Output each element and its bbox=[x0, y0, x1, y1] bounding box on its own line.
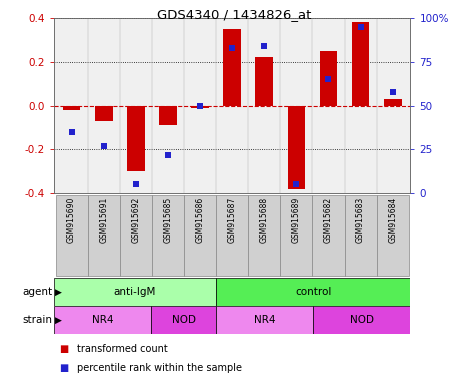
Text: GSM915685: GSM915685 bbox=[163, 197, 173, 243]
Bar bbox=[127, 106, 144, 171]
Point bbox=[293, 181, 300, 187]
Bar bbox=[248, 195, 280, 276]
Point bbox=[228, 45, 236, 51]
Bar bbox=[216, 278, 410, 306]
Text: GSM915687: GSM915687 bbox=[227, 197, 237, 243]
Point bbox=[389, 89, 396, 95]
Point bbox=[325, 76, 332, 83]
Text: control: control bbox=[295, 287, 332, 297]
Text: GSM915690: GSM915690 bbox=[67, 197, 76, 243]
Text: GSM915688: GSM915688 bbox=[260, 197, 269, 243]
Bar bbox=[152, 195, 184, 276]
Bar bbox=[352, 22, 370, 106]
Bar bbox=[159, 106, 177, 125]
Text: strain: strain bbox=[23, 315, 53, 325]
Text: GSM915683: GSM915683 bbox=[356, 197, 365, 243]
Bar bbox=[54, 278, 216, 306]
Bar bbox=[88, 195, 120, 276]
Bar bbox=[313, 306, 410, 334]
Point bbox=[164, 152, 172, 158]
Point bbox=[197, 103, 204, 109]
Text: NOD: NOD bbox=[172, 315, 196, 325]
Text: agent: agent bbox=[23, 287, 53, 297]
Bar bbox=[191, 106, 209, 108]
Text: ■: ■ bbox=[59, 363, 68, 373]
Bar bbox=[54, 306, 151, 334]
Text: GSM915689: GSM915689 bbox=[292, 197, 301, 243]
Bar bbox=[216, 195, 248, 276]
Bar bbox=[312, 195, 345, 276]
Text: anti-IgM: anti-IgM bbox=[114, 287, 156, 297]
Bar bbox=[55, 195, 88, 276]
Text: ▶: ▶ bbox=[55, 288, 62, 296]
Bar bbox=[95, 106, 113, 121]
Bar bbox=[287, 106, 305, 189]
Text: GSM915692: GSM915692 bbox=[131, 197, 140, 243]
Bar bbox=[63, 106, 80, 110]
Point bbox=[68, 129, 76, 135]
Point bbox=[260, 43, 268, 49]
Text: NOD: NOD bbox=[350, 315, 374, 325]
Bar bbox=[184, 195, 216, 276]
Text: ■: ■ bbox=[59, 344, 68, 354]
Bar bbox=[320, 51, 337, 106]
Text: NR4: NR4 bbox=[92, 315, 113, 325]
Text: GSM915686: GSM915686 bbox=[196, 197, 204, 243]
Text: GSM915691: GSM915691 bbox=[99, 197, 108, 243]
Bar bbox=[256, 58, 273, 106]
Bar bbox=[223, 29, 241, 106]
Point bbox=[100, 143, 107, 149]
Bar bbox=[280, 195, 312, 276]
Text: ▶: ▶ bbox=[55, 316, 62, 324]
Text: GSM915682: GSM915682 bbox=[324, 197, 333, 243]
Text: GSM915684: GSM915684 bbox=[388, 197, 397, 243]
Text: transformed count: transformed count bbox=[77, 344, 168, 354]
Bar bbox=[345, 195, 377, 276]
Bar bbox=[151, 306, 216, 334]
Bar bbox=[120, 195, 152, 276]
Text: percentile rank within the sample: percentile rank within the sample bbox=[77, 363, 242, 373]
Bar bbox=[377, 195, 409, 276]
Text: GDS4340 / 1434826_at: GDS4340 / 1434826_at bbox=[157, 8, 312, 22]
Point bbox=[357, 24, 364, 30]
Bar bbox=[384, 99, 401, 106]
Text: NR4: NR4 bbox=[254, 315, 275, 325]
Bar bbox=[216, 306, 313, 334]
Point bbox=[132, 181, 140, 187]
